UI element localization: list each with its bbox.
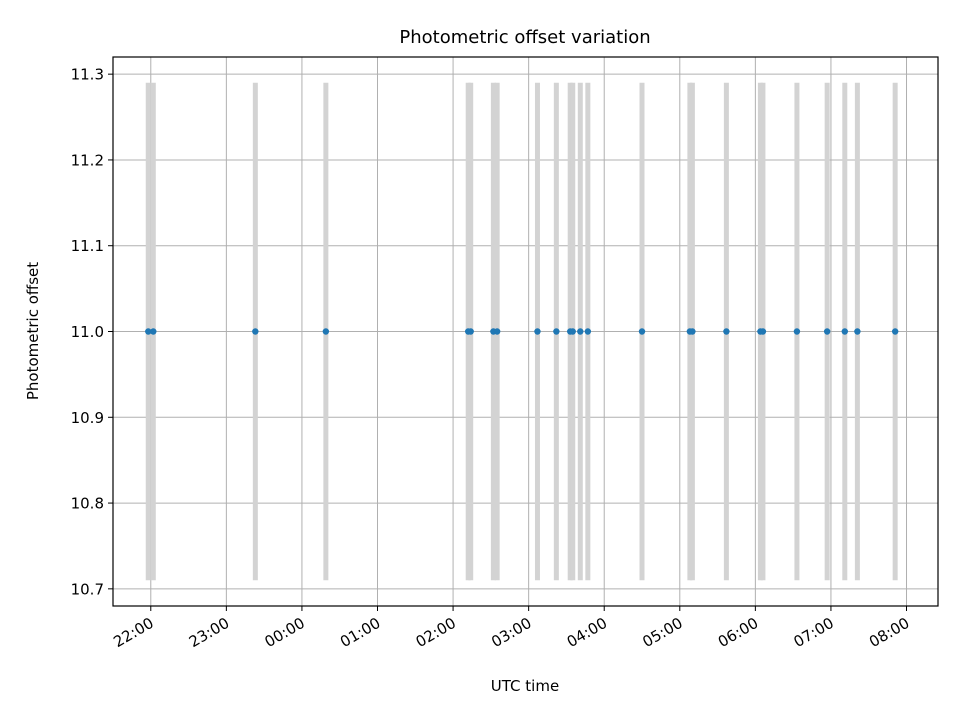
data-point [553,328,560,335]
data-points [145,328,899,335]
y-axis-label: Photometric offset [24,262,42,400]
data-point [584,328,592,335]
data-point [252,328,259,335]
data-point [467,328,474,335]
data-point [723,328,730,335]
data-point [150,328,157,335]
y-tick-label: 11.1 [71,237,104,255]
y-tick-label: 10.8 [71,495,104,513]
y-tick-label: 11.3 [71,66,104,84]
data-point [534,328,541,335]
data-point [891,328,899,335]
data-point [322,328,330,335]
data-point [493,328,501,335]
data-point [569,328,576,335]
grid [113,57,938,606]
y-axis-ticks: 10.7 10.8 10.9 11.0 11.1 11.2 11.3 [71,66,113,598]
y-tick-label: 11.0 [71,323,104,341]
data-point [854,328,861,335]
y-tick-label: 10.7 [71,580,104,598]
data-point [841,328,848,335]
data-point [759,328,767,335]
data-point [638,328,646,335]
data-point [577,328,584,335]
x-axis-label: UTC time [491,677,559,695]
data-point [145,328,152,335]
data-point [793,328,801,335]
chart-title: Photometric offset variation [399,27,650,48]
data-point [823,328,831,335]
y-tick-label: 10.9 [71,409,104,427]
data-point [689,328,696,335]
y-tick-label: 11.2 [71,151,104,169]
